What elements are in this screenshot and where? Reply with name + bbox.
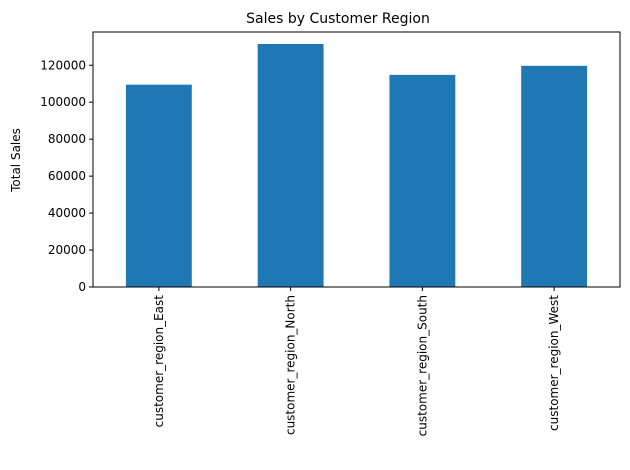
y-tick-label: 0 xyxy=(78,280,86,294)
x-axis-ticks: customer_region_East customer_region_Nort… xyxy=(152,287,561,436)
y-tick-label: 60000 xyxy=(48,169,86,183)
y-axis-ticks: 0 20000 40000 60000 80000 100000 120000 xyxy=(40,58,93,294)
x-tick-label: customer_region_South xyxy=(415,295,429,436)
y-tick-label: 80000 xyxy=(48,132,86,146)
x-tick-label: customer_region_West xyxy=(547,295,561,431)
x-tick-label: customer_region_East xyxy=(152,295,166,428)
y-tick-label: 40000 xyxy=(48,206,86,220)
y-tick-label: 20000 xyxy=(48,243,86,257)
bar-customer_region_South xyxy=(389,74,456,287)
y-tick-label: 100000 xyxy=(40,95,86,109)
y-tick-label: 120000 xyxy=(40,58,86,72)
bar-customer_region_North xyxy=(257,44,324,288)
y-axis-label: Total Sales xyxy=(9,128,23,193)
bar-customer_region_East xyxy=(125,84,192,287)
x-tick-label: customer_region_North xyxy=(284,295,298,435)
bar-customer_region_West xyxy=(521,65,588,287)
bars-group xyxy=(125,44,588,288)
plot-frame xyxy=(92,31,621,288)
chart-title: Sales by Customer Region xyxy=(246,11,430,27)
